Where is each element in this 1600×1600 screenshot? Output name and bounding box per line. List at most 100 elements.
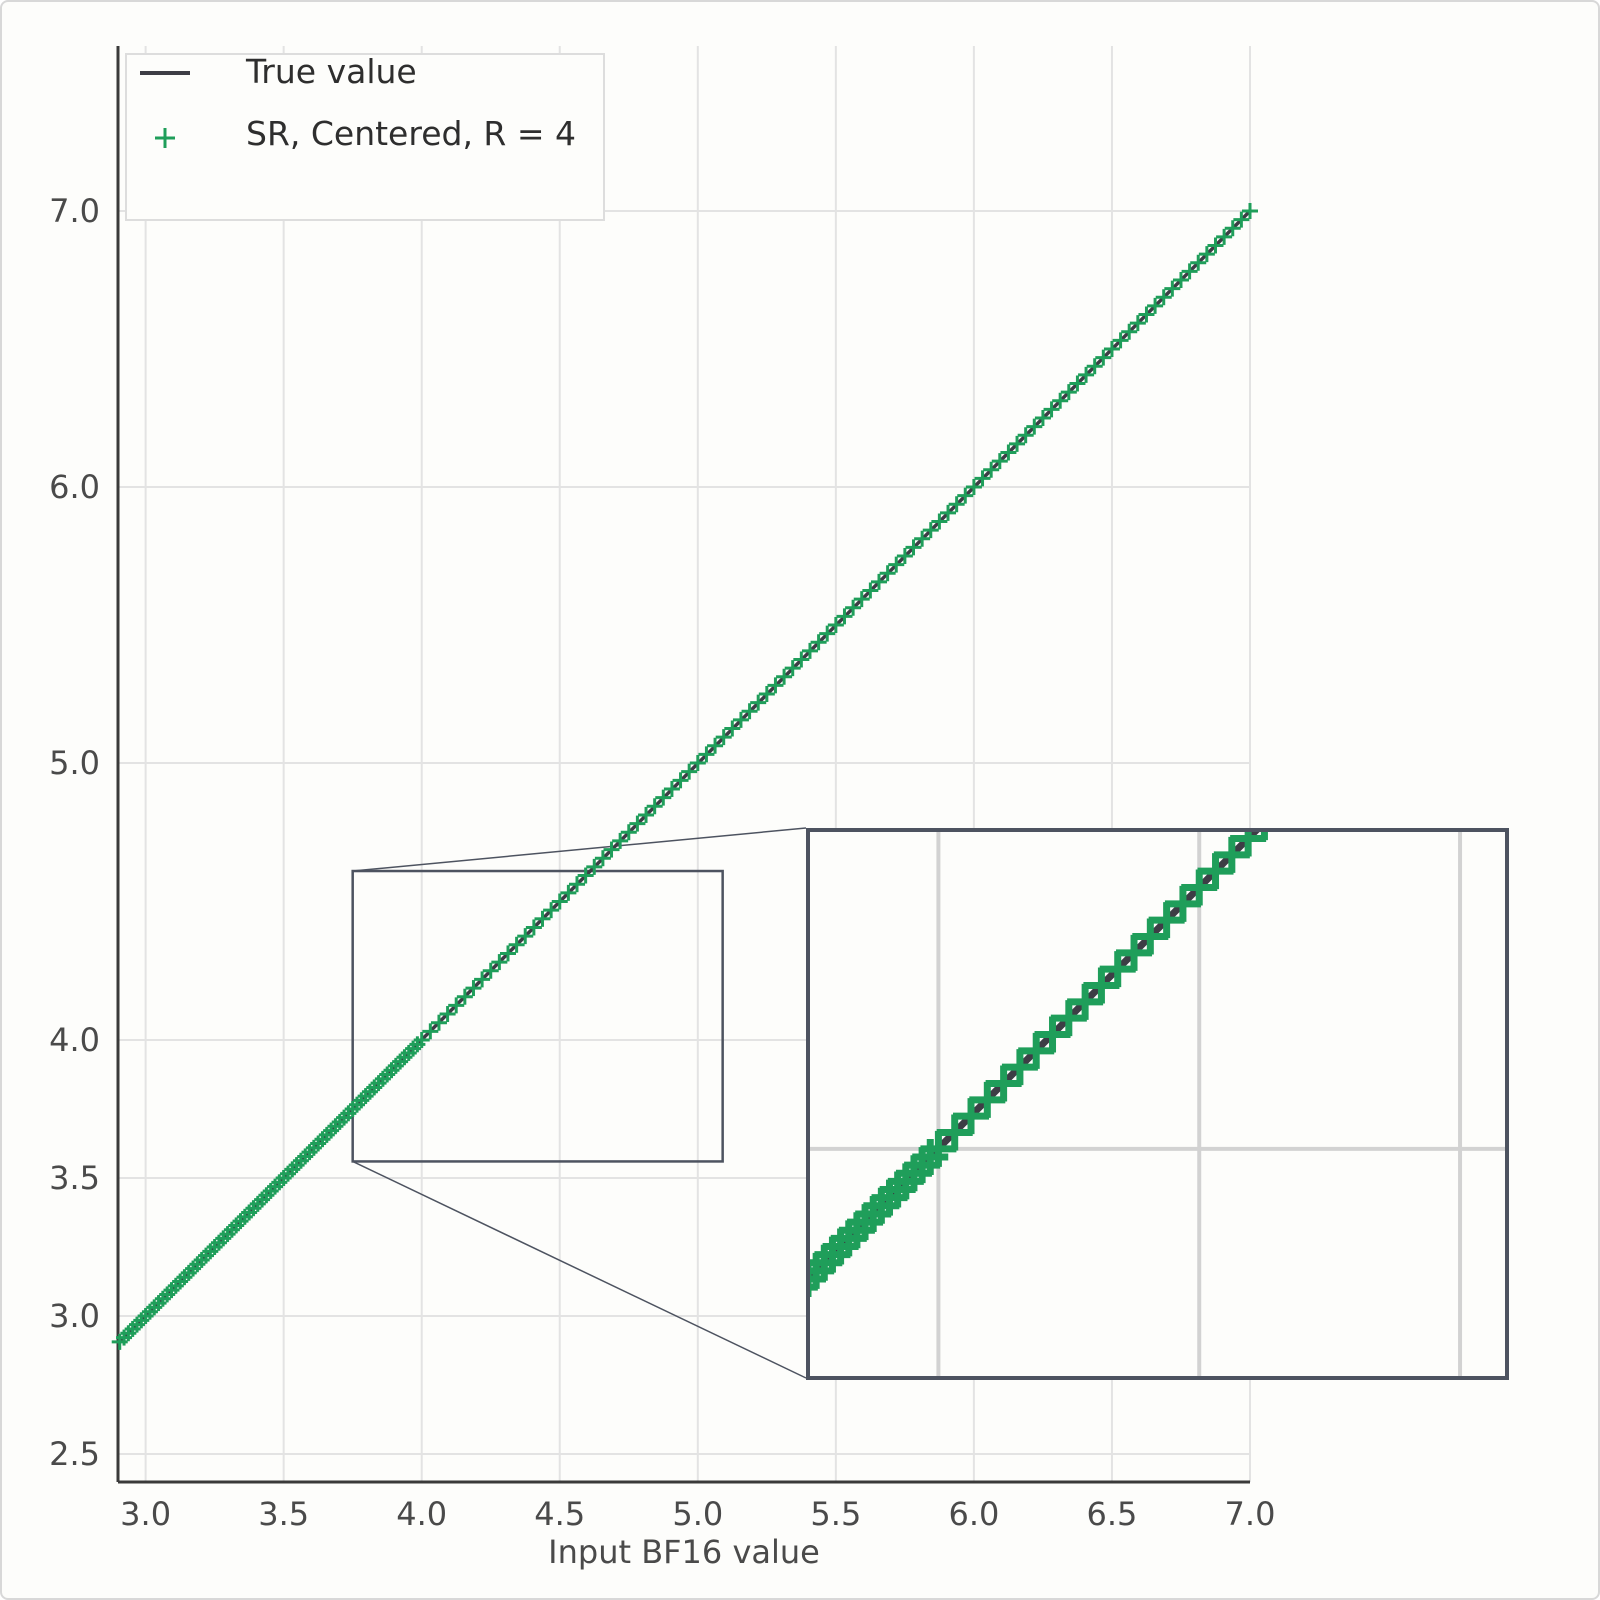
inset-zoom	[717, 510, 1576, 1380]
sr-centered-point	[465, 980, 482, 997]
sr-centered-point	[969, 1081, 1006, 1118]
sr-centered-point	[534, 910, 551, 927]
sr-centered-point	[439, 1006, 456, 1023]
x-tick-label: 5.0	[672, 1495, 723, 1533]
sr-centered-point	[904, 1147, 941, 1184]
sr-centered-point	[847, 1204, 884, 1241]
sr-centered-point	[1050, 1000, 1087, 1037]
sr-centered-point	[689, 755, 706, 771]
axes	[116, 46, 1250, 1484]
sr-centered-point	[1138, 306, 1155, 323]
y-tick-label: 6.0	[49, 468, 100, 506]
sr-centered-point	[448, 997, 465, 1014]
sr-centered-point	[1103, 341, 1120, 357]
sr-centered-point	[870, 573, 887, 590]
sr-centered-point	[1260, 830, 1268, 841]
sr-centered-point	[838, 1212, 875, 1249]
sr-centered-point	[1181, 869, 1218, 906]
x-tick-label: 3.0	[120, 1495, 171, 1533]
legend-label-sr: SR, Centered, R = 4	[246, 114, 576, 153]
sr-centered-point	[991, 453, 1008, 470]
sr-centered-point	[1458, 592, 1494, 628]
sr-centered-point	[741, 703, 758, 720]
sr-centered-point	[862, 582, 879, 599]
sr-centered-point	[808, 1252, 835, 1289]
sr-centered-point	[1198, 246, 1215, 263]
sr-centered-point	[1099, 951, 1136, 988]
sr-centered-point	[715, 729, 732, 746]
sr-centered-point	[1172, 272, 1189, 288]
zoom-connector-bottom	[352, 1160, 807, 1379]
sr-centered-point	[577, 867, 594, 884]
sr-centered-point	[810, 634, 827, 651]
sr-centered-point	[936, 1114, 973, 1151]
sr-centered-point	[1540, 510, 1576, 546]
sr-centered-point	[717, 1334, 753, 1370]
sr-centered-point	[1279, 771, 1315, 807]
sr-centered-point	[1000, 444, 1017, 461]
inset-series-layer	[717, 510, 1576, 1370]
sr-centered-point	[888, 556, 905, 573]
sr-centered-point	[499, 945, 516, 962]
sr-centered-point	[822, 1228, 859, 1265]
sr-centered-point	[784, 660, 801, 677]
sr-centered-point	[801, 642, 818, 659]
x-tick-labels: 3.0 3.5 4.0 4.5 5.0 5.5 6.0 6.5 7.0	[120, 1495, 1275, 1533]
sr-centered-point	[983, 461, 1000, 478]
sr-centered-point	[871, 1179, 908, 1216]
sr-centered-point	[1242, 203, 1258, 219]
sr-centered-point	[922, 522, 939, 539]
sr-centered-point	[594, 850, 611, 867]
sr-centered-point	[1034, 1016, 1071, 1053]
sr-centered-point	[422, 1023, 439, 1040]
sr-centered-point	[1147, 297, 1164, 314]
sr-centered-point	[895, 1155, 932, 1192]
sr-centered-point	[1043, 401, 1060, 418]
sr-centered-point	[551, 893, 568, 910]
sr-centered-point	[1078, 366, 1095, 383]
sr-centered-point	[887, 1163, 924, 1200]
sr-centered-point	[974, 470, 991, 487]
sr-centered-point	[1295, 755, 1331, 791]
sr-centered-point	[1377, 673, 1413, 709]
sr-centered-point	[612, 832, 629, 849]
sr-centered-point	[1491, 559, 1527, 595]
sr-centered-point	[912, 1138, 949, 1175]
series-layer	[111, 203, 1258, 1350]
sr-centered-point	[1129, 315, 1146, 332]
sr-centered-point	[1001, 1049, 1038, 1086]
inset-border	[806, 828, 1509, 1380]
sr-centered-point	[1409, 641, 1445, 677]
y-tick-labels: 2.5 3.0 3.5 4.0 5.0 6.0 7.0	[49, 192, 100, 1473]
sr-centered-point	[681, 763, 698, 780]
sr-centered-point	[1164, 280, 1181, 297]
sr-centered-point	[456, 988, 473, 1005]
sr-centered-point	[672, 772, 689, 789]
sr-centered-point	[655, 789, 672, 806]
sr-centered-point	[776, 668, 793, 685]
y-tick-label: 3.0	[49, 1297, 100, 1335]
sr-centered-point	[1230, 830, 1267, 857]
sr-centered-point	[1426, 624, 1462, 660]
sr-centered-point	[725, 1326, 761, 1362]
sr-centered-point	[1148, 902, 1185, 939]
sr-centered-point	[855, 1195, 892, 1232]
sr-centered-point	[853, 591, 870, 608]
sr-centered-point	[985, 1065, 1022, 1102]
sr-centered-point	[808, 1244, 843, 1281]
sr-centered-point	[819, 625, 836, 642]
legend-plus-swatch	[155, 128, 175, 148]
sr-centered-point	[560, 884, 577, 901]
sr-centered-point	[663, 780, 680, 797]
sr-centered-point	[808, 1261, 826, 1298]
sr-centered-point	[1442, 608, 1478, 644]
sr-centered-point	[1344, 706, 1380, 742]
sr-centered-point	[905, 539, 922, 556]
sr-centered-point	[1086, 358, 1103, 375]
sr-centered-point	[629, 815, 646, 832]
legend-label-true-value: True value	[245, 52, 417, 91]
sr-centered-point	[1060, 384, 1077, 401]
sr-centered-point	[1095, 349, 1112, 366]
x-tick-label: 3.5	[258, 1495, 309, 1533]
sr-centered-point	[948, 496, 965, 513]
